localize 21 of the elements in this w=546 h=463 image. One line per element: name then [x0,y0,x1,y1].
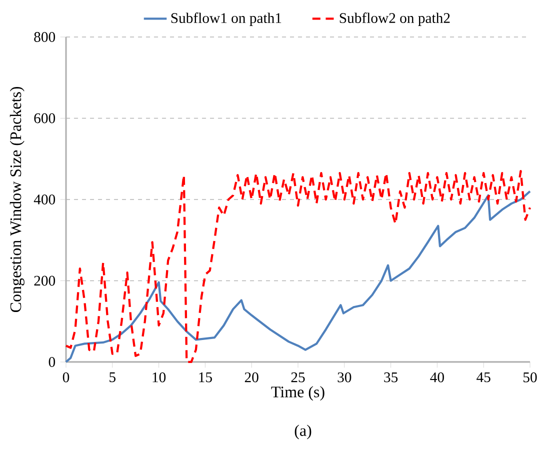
y-axis-title: Congestion Window Size (Packets) [10,86,24,312]
x-tick-label: 30 [338,372,352,382]
legend-label: Subflow2 on path2 [340,12,450,26]
x-axis-title: Time (s) [271,386,324,401]
y-tick-label: 400 [34,194,56,204]
y-tick-label: 800 [34,32,56,42]
x-tick-label: 40 [430,372,444,382]
y-tick-label: 600 [34,113,56,124]
y-tick-label: 200 [34,276,56,286]
x-tick-label: 35 [384,372,398,382]
x-tick-label: 0 [62,372,70,382]
x-tick-label: 5 [110,372,116,382]
text: (a) [294,424,312,440]
x-tick-label: 15 [199,372,212,382]
x-tick-label: 25 [291,372,305,382]
x-tick-label: 45 [476,372,490,382]
y-tick-label: 0 [48,357,56,367]
x-tick-label: 50 [524,372,537,382]
x-tick-label: 20 [244,372,258,382]
x-tick-label: 10 [152,372,166,382]
legend-label: Subflow1 on path1 [171,12,282,26]
